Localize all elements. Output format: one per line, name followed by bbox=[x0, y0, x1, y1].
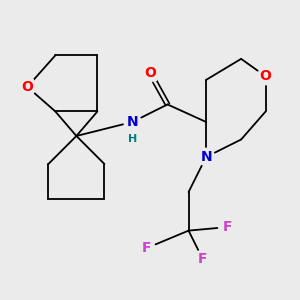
Text: F: F bbox=[222, 220, 232, 234]
Text: O: O bbox=[260, 69, 272, 83]
Text: O: O bbox=[21, 80, 33, 94]
Text: H: H bbox=[128, 134, 137, 145]
Text: N: N bbox=[127, 115, 138, 129]
Text: F: F bbox=[198, 252, 207, 266]
Text: N: N bbox=[200, 150, 212, 164]
Text: F: F bbox=[142, 241, 151, 255]
Text: O: O bbox=[144, 66, 156, 80]
